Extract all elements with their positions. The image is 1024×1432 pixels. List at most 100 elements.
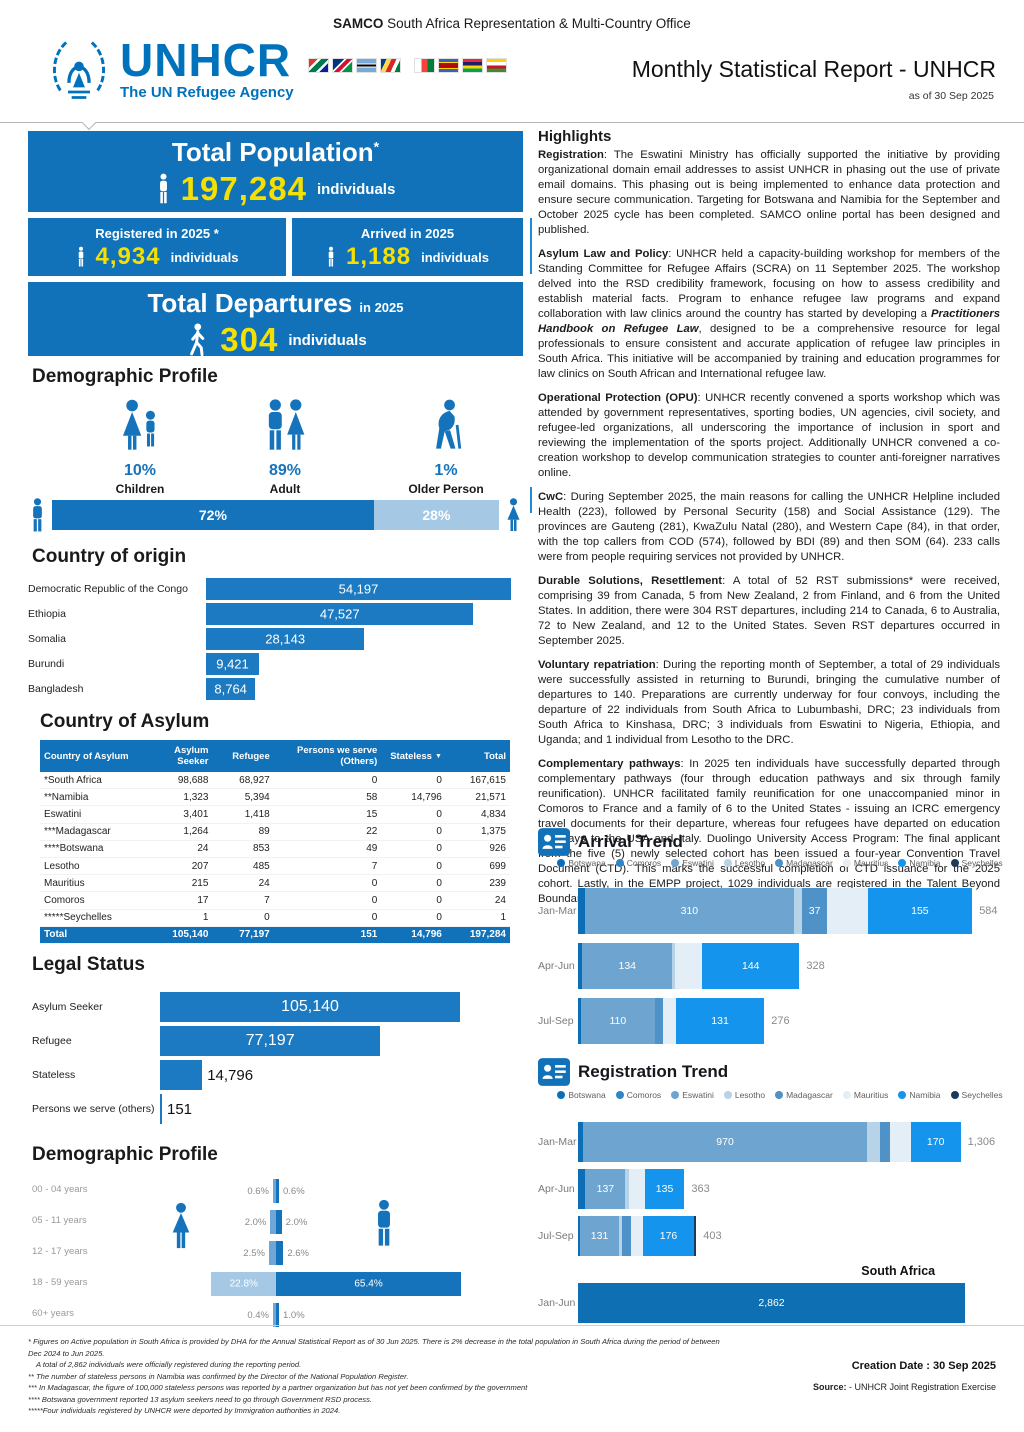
column-header-refugee[interactable]: Refugee xyxy=(212,740,274,772)
legal-status-bar[interactable]: 105,140 xyxy=(160,992,460,1022)
origin-bar[interactable]: 9,421 xyxy=(206,653,260,675)
female-bar[interactable] xyxy=(273,1303,276,1327)
legend-item-seychelles[interactable]: Seychelles xyxy=(950,1090,1003,1100)
segment-botswana[interactable] xyxy=(578,888,585,934)
legend-item-botswana[interactable]: Botswana xyxy=(557,1090,606,1100)
segment-mauritius[interactable] xyxy=(890,1122,911,1162)
female-percent-bar[interactable]: 28% xyxy=(373,500,499,530)
segment-botswana[interactable] xyxy=(578,998,581,1044)
segment-botswana[interactable] xyxy=(578,1122,583,1162)
male-bar[interactable]: 65.4% xyxy=(276,1272,462,1296)
segment-madagascar[interactable] xyxy=(654,998,664,1044)
origin-bar[interactable]: 54,197 xyxy=(206,578,511,600)
legend-label: Comoros xyxy=(626,858,662,868)
table-cell: 4,834 xyxy=(445,805,510,824)
sort-descending-icon[interactable]: ▼ xyxy=(434,752,442,760)
flag-mauritius-icon xyxy=(462,58,483,73)
male-percent-bar[interactable]: 72% xyxy=(52,500,374,530)
female-bar[interactable] xyxy=(270,1210,276,1234)
legend-item-namibia[interactable]: Namibia xyxy=(898,858,941,868)
table-row[interactable]: *South Africa 98,688 68,927 0 0 167,615 xyxy=(40,772,510,790)
total-cell: 151 xyxy=(273,926,382,944)
legend-item-madagascar[interactable]: Madagascar xyxy=(775,1090,833,1100)
table-row[interactable]: **Namibia 1,323 5,394 58 14,796 21,571 xyxy=(40,788,510,807)
segment-seychelles[interactable] xyxy=(694,1216,697,1256)
segment-lesotho[interactable] xyxy=(625,1169,629,1209)
table-cell: 1 xyxy=(140,909,213,927)
female-bar[interactable]: 22.8% xyxy=(211,1272,276,1296)
legend-item-botswana[interactable]: Botswana xyxy=(557,858,606,868)
legend-item-madagascar[interactable]: Madagascar xyxy=(775,858,833,868)
segment-mauritius[interactable] xyxy=(628,1169,645,1209)
segment-eswatini[interactable]: 970 xyxy=(582,1122,868,1162)
segment-value: 144 xyxy=(742,960,760,972)
female-bar[interactable] xyxy=(273,1179,276,1203)
segment-namibia[interactable]: 131 xyxy=(675,998,765,1044)
segment-mauritius[interactable] xyxy=(663,998,676,1044)
legend-item-comoros[interactable]: Comoros xyxy=(615,858,662,868)
segment-lesotho[interactable] xyxy=(672,943,676,989)
age-pyramid-row: 60+ years 0.4% 1.0% xyxy=(28,1302,523,1328)
male-bar[interactable] xyxy=(276,1303,279,1327)
segment-eswatini[interactable]: 310 xyxy=(584,888,794,934)
legend-item-eswatini[interactable]: Eswatini xyxy=(671,858,714,868)
segment-namibia[interactable]: 144 xyxy=(702,943,800,989)
column-header-persons-we-serve-others-[interactable]: Persons we serve (Others) xyxy=(273,740,382,772)
table-row[interactable]: ***Madagascar 1,264 89 22 0 1,375 xyxy=(40,823,510,841)
segment-mauritius[interactable] xyxy=(675,943,703,989)
origin-bar[interactable]: 47,527 xyxy=(206,603,474,625)
segment-botswana[interactable] xyxy=(578,943,583,989)
table-row[interactable]: Mauritius 215 24 0 0 239 xyxy=(40,874,510,893)
male-bar[interactable] xyxy=(276,1179,279,1203)
legend-item-mauritius[interactable]: Mauritius xyxy=(842,1090,889,1100)
legal-status-bar[interactable]: 77,197 xyxy=(160,1026,381,1056)
legend-item-mauritius[interactable]: Mauritius xyxy=(842,858,888,868)
column-header-total[interactable]: Total xyxy=(445,740,510,772)
table-row[interactable]: Lesotho 207 485 7 0 699 xyxy=(40,857,510,876)
male-bar[interactable] xyxy=(276,1210,282,1234)
segment-mauritius[interactable] xyxy=(631,1216,643,1256)
segment-namibia[interactable]: 170 xyxy=(910,1122,961,1162)
female-value: 22.8% xyxy=(229,1278,258,1290)
segment-eswatini[interactable]: 131 xyxy=(580,1216,619,1256)
table-row[interactable]: Eswatini 3,401 1,418 15 0 4,834 xyxy=(40,805,510,824)
legend-item-comoros[interactable]: Comoros xyxy=(615,1090,661,1100)
segment-eswatini[interactable]: 110 xyxy=(580,998,655,1044)
column-header-country-of-asylum[interactable]: Country of Asylum xyxy=(40,740,141,772)
column-header-asylum-seeker[interactable]: Asylum Seeker xyxy=(140,740,213,772)
south-africa-bar[interactable]: 2,862 xyxy=(578,1283,965,1323)
female-bar[interactable] xyxy=(268,1241,276,1265)
segment-lesotho[interactable] xyxy=(867,1122,881,1162)
legal-status-bar[interactable] xyxy=(160,1060,203,1090)
flag-seychelles-icon xyxy=(380,58,401,73)
segment-madagascar[interactable] xyxy=(622,1216,632,1256)
segment-mauritius[interactable] xyxy=(827,888,868,934)
segment-eswatini[interactable]: 134 xyxy=(582,943,673,989)
table-cell: Mauritius xyxy=(40,874,141,893)
segment-madagascar[interactable] xyxy=(880,1122,891,1162)
segment-lesotho[interactable] xyxy=(618,1216,623,1256)
table-row[interactable]: Comoros 17 7 0 0 24 xyxy=(40,891,510,910)
segment-eswatini[interactable]: 137 xyxy=(585,1169,626,1209)
legend-item-lesotho[interactable]: Lesotho xyxy=(723,1090,765,1100)
adult-percent: 89% xyxy=(268,462,302,479)
legend-item-eswatini[interactable]: Eswatini xyxy=(671,1090,714,1100)
origin-bar[interactable]: 28,143 xyxy=(206,628,365,650)
segment-namibia[interactable]: 135 xyxy=(644,1169,685,1209)
legend-item-lesotho[interactable]: Lesotho xyxy=(723,858,765,868)
legend-item-namibia[interactable]: Namibia xyxy=(898,1090,941,1100)
segment-lesotho[interactable] xyxy=(794,888,803,934)
origin-bar[interactable]: 8,764 xyxy=(206,678,256,700)
legal-status-bar[interactable] xyxy=(160,1094,162,1124)
legend-label: Mauritius xyxy=(853,1090,889,1100)
segment-madagascar[interactable]: 37 xyxy=(802,888,828,934)
segment-namibia[interactable]: 176 xyxy=(642,1216,695,1256)
segment-namibia[interactable]: 155 xyxy=(867,888,973,934)
table-row[interactable]: ****Botswana 24 853 49 0 926 xyxy=(40,840,510,858)
segment-botswana[interactable] xyxy=(578,1169,586,1209)
legend-item-seychelles[interactable]: Seychelles xyxy=(950,858,1003,868)
column-header-stateless[interactable]: Stateless ▼ xyxy=(381,740,446,772)
male-bar[interactable] xyxy=(276,1241,284,1265)
table-row[interactable]: *****Seychelles 1 0 0 0 1 xyxy=(40,909,510,927)
segment-botswana[interactable] xyxy=(578,1216,581,1256)
